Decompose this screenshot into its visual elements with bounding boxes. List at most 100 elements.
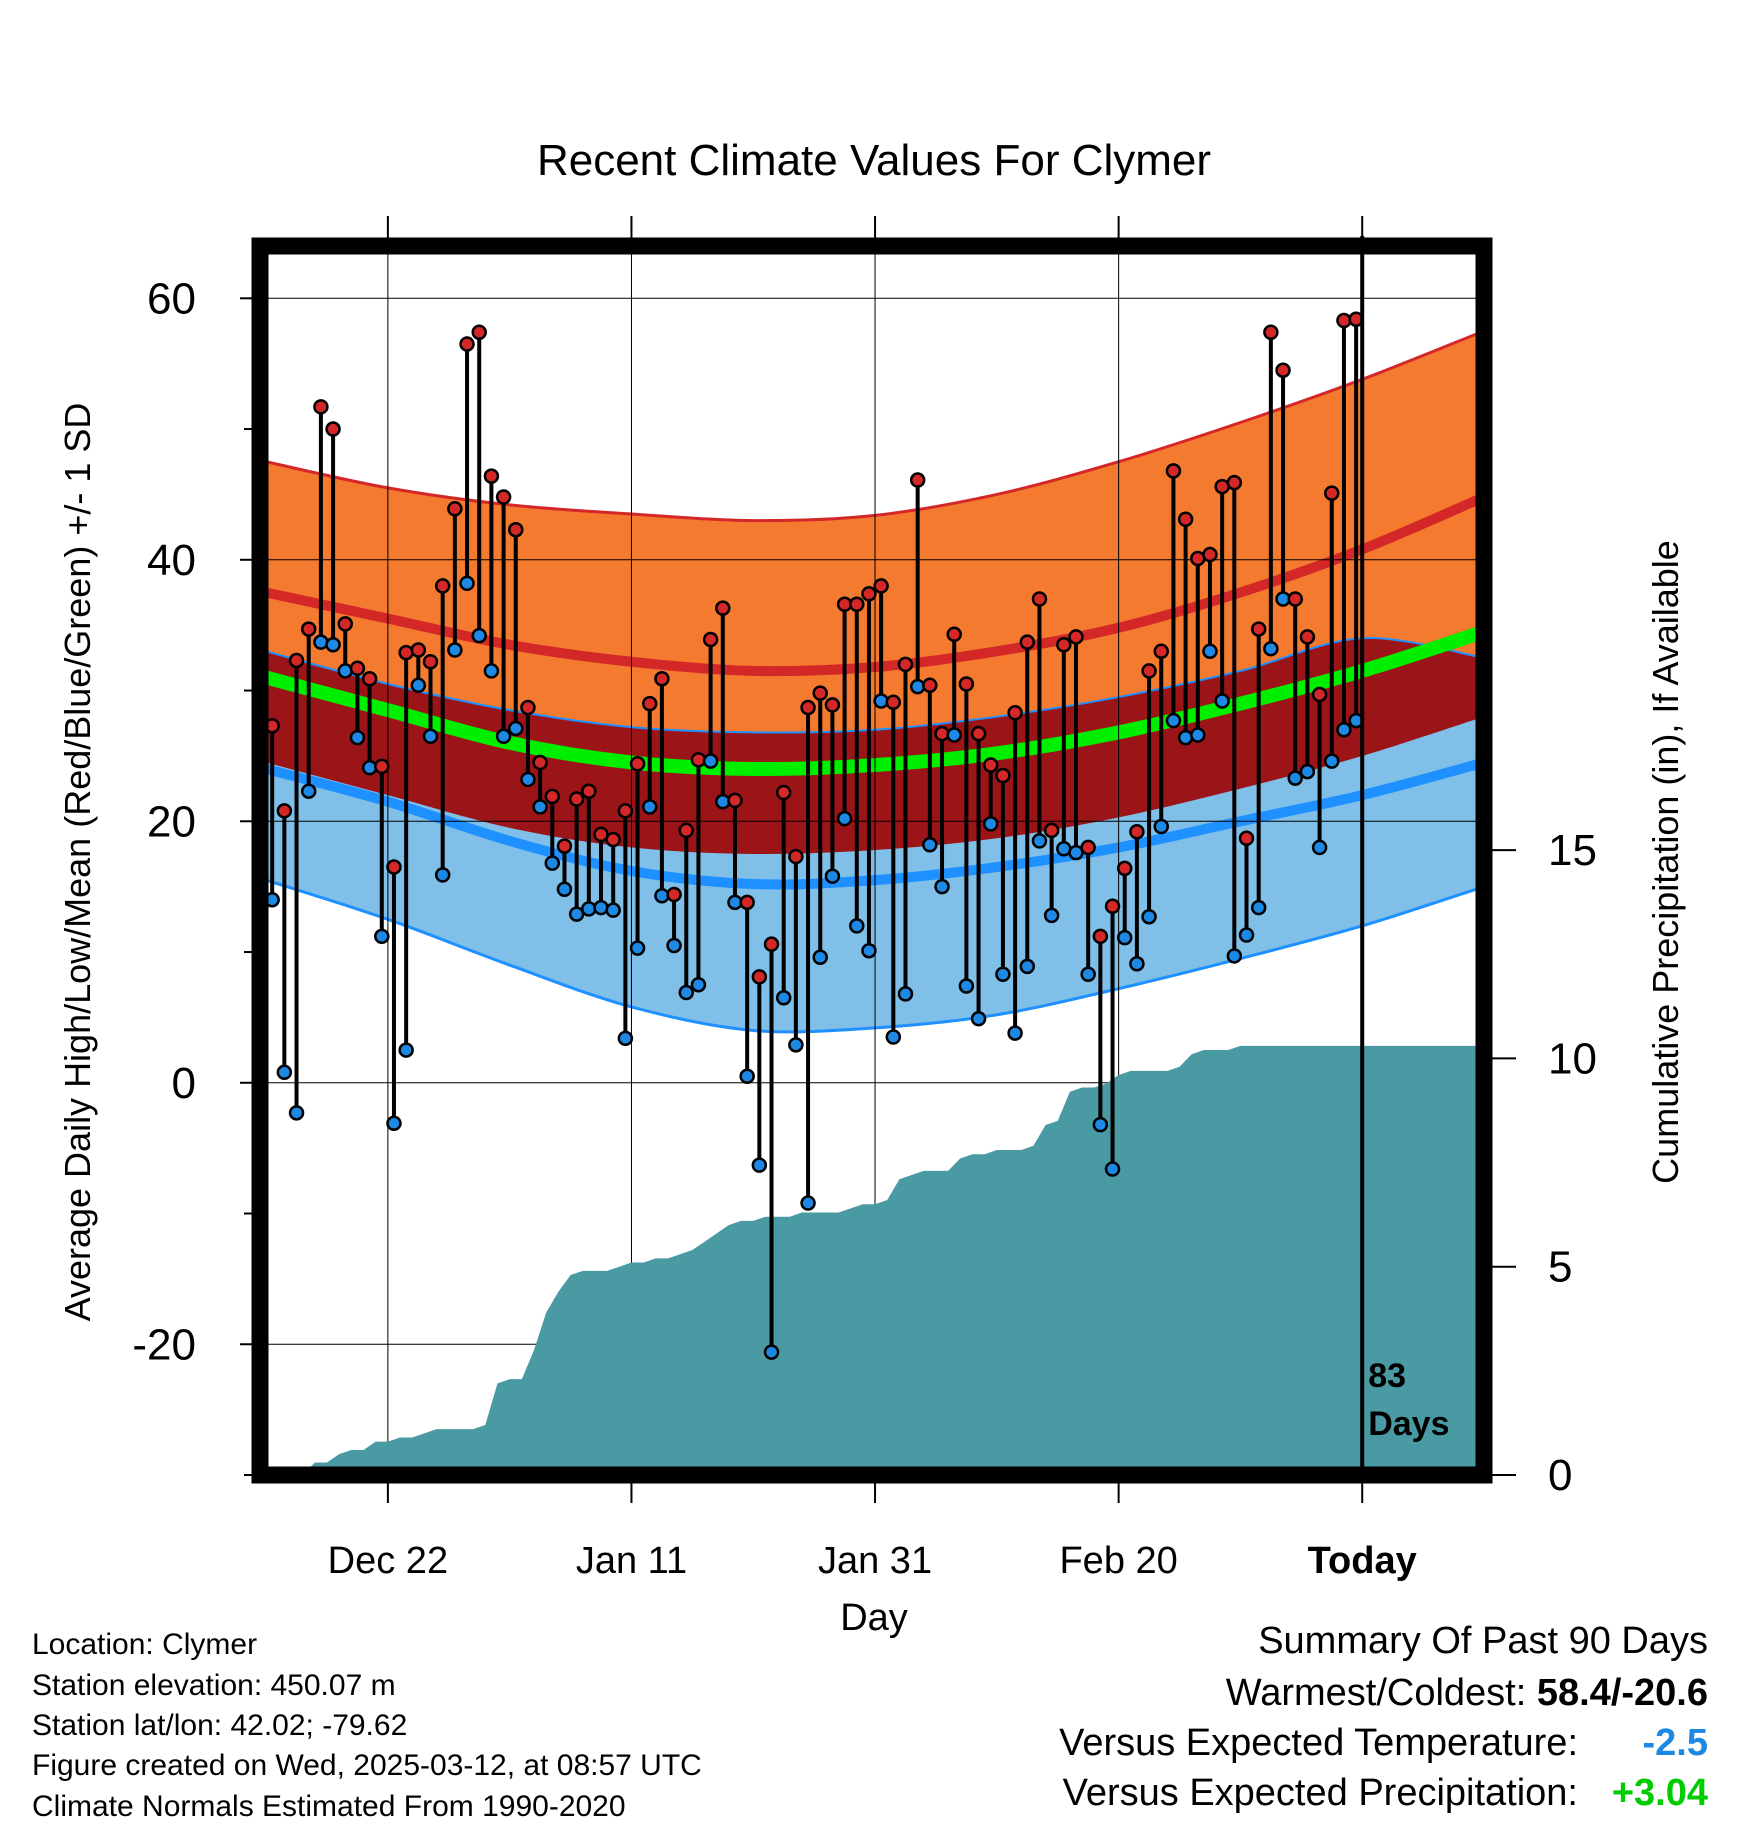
daily-high-point	[885, 694, 902, 711]
daily-low-point	[495, 728, 512, 745]
daily-low-point	[1177, 729, 1194, 746]
daily-high-point	[1141, 663, 1157, 679]
daily-high-point	[641, 695, 658, 712]
y2-tick-label: 10	[1548, 1034, 1597, 1083]
daily-high-point	[1226, 474, 1243, 491]
daily-low-point	[982, 816, 999, 832]
daily-high-point	[1275, 362, 1291, 378]
daily-high-point	[812, 685, 828, 701]
y-tick-label: 20	[147, 797, 196, 846]
y2-tick-label: 5	[1548, 1243, 1572, 1292]
daily-low-point	[1238, 927, 1255, 943]
daily-high-point	[995, 767, 1011, 784]
x-axis-label: Day	[840, 1597, 908, 1639]
daily-high-point	[654, 671, 670, 687]
daily-high-point	[471, 324, 487, 341]
daily-low-point	[1043, 907, 1060, 924]
daily-high-point	[1250, 621, 1267, 637]
daily-low-point	[300, 783, 317, 799]
chart-title: Recent Climate Values For Clymer	[537, 136, 1211, 185]
daily-low-point	[471, 627, 487, 644]
daily-low-point	[313, 634, 329, 650]
daily-low-point	[666, 937, 682, 954]
daily-high-point	[727, 792, 743, 809]
daily-high-point	[922, 677, 938, 694]
precipitation-value: +3.04	[1611, 1772, 1708, 1814]
daily-high-point	[1238, 830, 1255, 847]
daily-high-point	[520, 699, 536, 716]
daily-low-point	[922, 837, 938, 853]
daily-high-point	[897, 656, 914, 673]
daily-low-point	[1324, 753, 1340, 769]
daily-low-point	[1299, 763, 1316, 780]
daily-low-point	[288, 1105, 305, 1121]
daily-high-point	[313, 399, 329, 415]
daily-high-point	[1287, 591, 1303, 607]
location-text: Location: Clymer	[32, 1628, 258, 1661]
daily-high-point	[970, 725, 987, 742]
daily-high-point	[1324, 485, 1340, 501]
daily-high-point	[422, 654, 439, 670]
daily-low-point	[1311, 839, 1328, 856]
daily-low-point	[337, 663, 354, 679]
elevation-text: Station elevation: 450.07 m	[32, 1669, 396, 1702]
daily-high-point	[873, 578, 889, 594]
daily-high-point	[434, 578, 451, 594]
daily-high-point	[374, 758, 390, 775]
daily-high-point	[605, 831, 621, 848]
daily-high-point	[556, 838, 573, 854]
daily-low-point	[1153, 818, 1170, 835]
daily-high-point	[361, 671, 378, 687]
x-tick-label: Today	[1308, 1540, 1417, 1582]
summary-temperature: Versus Expected Temperature: -2.5	[1059, 1722, 1708, 1765]
daily-low-point	[508, 720, 524, 737]
y2-tick-label: 0	[1548, 1451, 1572, 1500]
daily-low-point	[1263, 640, 1279, 657]
daily-low-point	[751, 1157, 768, 1173]
daily-high-point	[909, 472, 926, 488]
daily-high-point	[568, 791, 585, 807]
x-tick-label: Dec 22	[328, 1540, 448, 1582]
daily-high-point	[581, 783, 597, 799]
daily-low-point	[1202, 643, 1218, 660]
daily-high-point	[666, 886, 682, 903]
daily-low-point	[410, 677, 427, 694]
warmest-coldest-value: 58.4/-20.6	[1536, 1672, 1708, 1714]
daily-low-point	[702, 753, 719, 769]
daily-low-point	[398, 1042, 414, 1058]
daily-high-point	[349, 660, 366, 677]
daily-high-point	[1177, 511, 1194, 528]
daily-low-point	[678, 984, 695, 1001]
daily-low-point	[836, 810, 853, 827]
daily-high-point	[325, 421, 341, 437]
daily-low-point	[325, 637, 341, 653]
daily-low-point	[861, 942, 877, 959]
daily-low-point	[483, 663, 500, 679]
daily-high-point	[702, 631, 719, 648]
daily-low-point	[520, 771, 536, 788]
daily-low-point	[349, 729, 366, 746]
precipitation-label: Versus Expected Precipitation:	[1062, 1772, 1578, 1814]
daily-low-point	[617, 1030, 634, 1047]
daily-low-point	[934, 878, 950, 895]
daily-low-point	[788, 1037, 804, 1053]
created-text: Figure created on Wed, 2025-03-12, at 08…	[32, 1749, 702, 1782]
daily-low-point	[1226, 948, 1243, 964]
daily-low-point	[995, 966, 1011, 982]
daily-high-point	[1165, 463, 1182, 479]
y2-tick-label: 15	[1548, 826, 1597, 875]
precip-area	[302, 1045, 1484, 1475]
daily-high-point	[1153, 643, 1170, 660]
daily-low-point	[1287, 770, 1303, 786]
daily-low-point	[946, 727, 962, 743]
daily-low-point	[556, 881, 573, 898]
daily-high-point	[678, 822, 695, 839]
daily-high-point	[1116, 860, 1133, 877]
daily-high-point	[508, 521, 524, 538]
daily-high-point	[1311, 686, 1328, 703]
daily-low-point	[593, 899, 609, 916]
daily-high-point	[1129, 823, 1145, 840]
daily-low-point	[1104, 1161, 1121, 1177]
daily-high-point	[763, 936, 780, 952]
daily-low-point	[897, 986, 914, 1002]
